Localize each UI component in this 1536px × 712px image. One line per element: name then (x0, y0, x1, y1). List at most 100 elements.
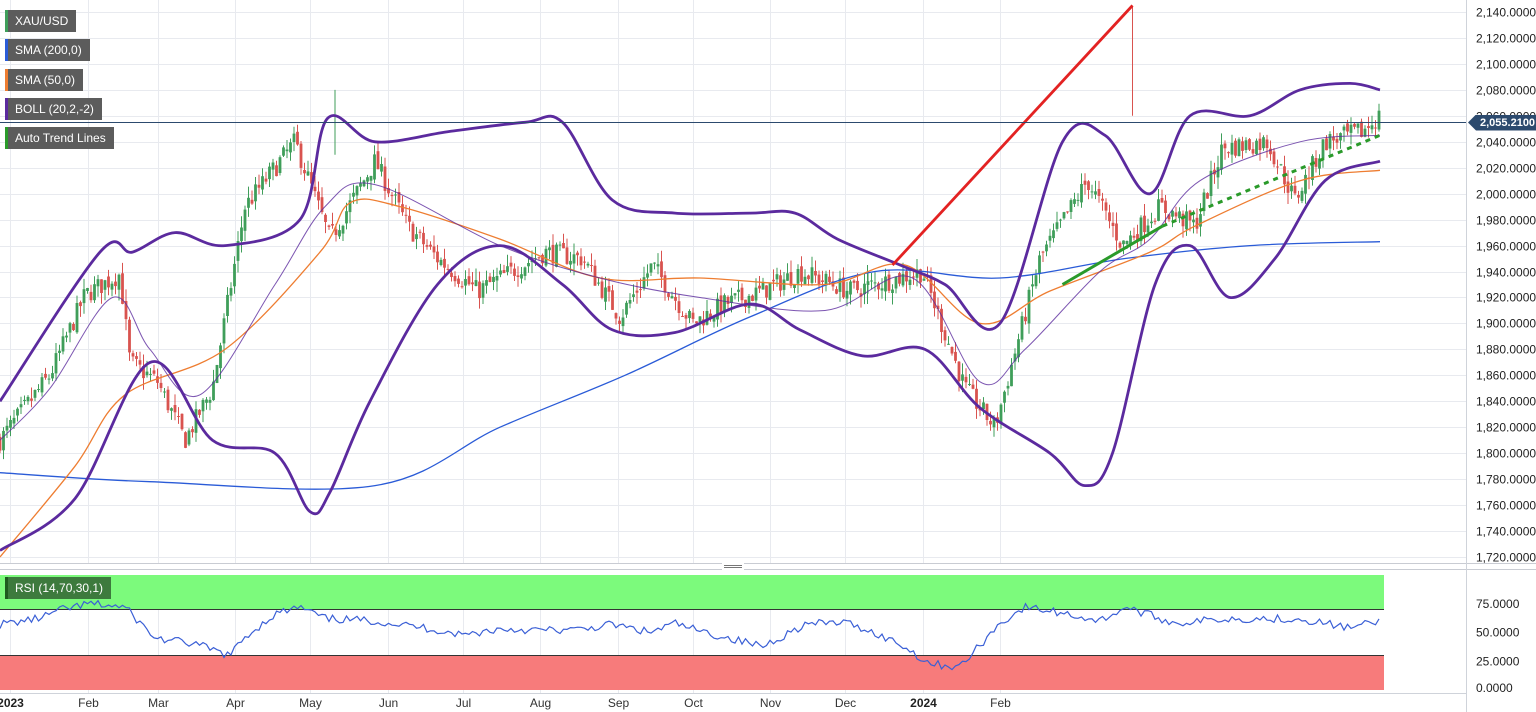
current-price-value: 2,055.2100 (1480, 116, 1536, 129)
candle-body (366, 177, 369, 182)
candle-body (1374, 127, 1377, 129)
candle-body (1094, 191, 1097, 195)
candle-body (485, 280, 488, 286)
panel-resize-handle[interactable] (722, 563, 744, 570)
candle-body (131, 353, 135, 357)
candle-body (691, 312, 695, 319)
candle-body (495, 276, 499, 281)
legend-rsi[interactable]: RSI (14,70,30,1) (5, 577, 112, 599)
candle-body (849, 281, 852, 295)
y-tick-label: 1,820.0000 (1476, 421, 1536, 435)
candle-body (240, 227, 243, 242)
candle-body (579, 256, 583, 266)
candle-body (404, 214, 408, 216)
candle-body (807, 275, 810, 280)
candle-body (1073, 199, 1076, 204)
candle-body (380, 164, 383, 172)
candle-body (250, 199, 254, 204)
candle-body (982, 402, 985, 410)
candle-body (145, 371, 149, 376)
candle-body (1276, 166, 1279, 168)
candle-body (1146, 225, 1150, 233)
candle-body (597, 282, 600, 284)
candle-body (198, 409, 201, 415)
legend-boll-label: BOLL (20,2,-2) (15, 102, 94, 116)
candle-body (75, 303, 79, 333)
candle-body (208, 399, 212, 403)
candle-body (205, 399, 208, 403)
candle-body (1097, 189, 1101, 196)
candle-body (93, 284, 96, 301)
candle-body (999, 404, 1003, 425)
candle-body (572, 254, 576, 264)
candle-body (1139, 217, 1143, 242)
candle-body (761, 282, 765, 290)
candle-body (313, 186, 317, 192)
candle-body (880, 288, 884, 291)
candle-body (1290, 185, 1293, 192)
y-tick-label: 2,000.0000 (1476, 188, 1536, 202)
candle-body (26, 396, 30, 402)
axes: 2,140.0000 2,120.0000 2,100.0000 2,080.0000… (0, 6, 1536, 711)
candle-body (1171, 210, 1174, 217)
candle-body (275, 165, 278, 177)
candle-body (751, 295, 754, 301)
candle-body (457, 278, 460, 284)
y-tick-label: 1,880.0000 (1476, 343, 1536, 357)
legend-symbol[interactable]: XAU/USD (5, 10, 77, 32)
candle-body (1199, 214, 1202, 227)
legend-trend[interactable]: Auto Trend Lines (5, 127, 114, 149)
candle-body (604, 287, 607, 302)
candle-body (1223, 143, 1227, 149)
candle-body (467, 276, 471, 285)
candle-body (1118, 242, 1122, 248)
legend-swatch-boll (5, 98, 8, 120)
candle-body (712, 316, 716, 322)
candle-body (278, 157, 282, 173)
x-tick-label: Oct (684, 696, 703, 710)
candle-body (1143, 215, 1146, 233)
candle-body (1017, 339, 1020, 358)
candle-body (698, 316, 702, 323)
legend-sma50[interactable]: SMA (50,0) (5, 69, 84, 91)
candle-body (1244, 140, 1248, 150)
candle-body (943, 330, 947, 341)
candle-body (961, 374, 964, 381)
candle-body (128, 319, 131, 353)
candle-body (376, 151, 380, 170)
candle-body (859, 293, 863, 297)
candle-body (1209, 170, 1213, 196)
candle-body (397, 192, 401, 203)
candle-body (261, 176, 264, 190)
candle-body (492, 276, 495, 282)
candle-body (754, 287, 758, 301)
legend-sma200[interactable]: SMA (200,0) (5, 39, 90, 61)
candle-body (810, 267, 814, 283)
candle-body (383, 166, 387, 191)
candle-body (509, 262, 513, 267)
candle-body (674, 296, 677, 301)
candle-body (1318, 158, 1321, 169)
rsi-overbought-zone (0, 575, 1384, 610)
legend-boll[interactable]: BOLL (20,2,-2) (5, 98, 102, 120)
candle-body (824, 273, 828, 286)
y-tick-label: 1,840.0000 (1476, 395, 1536, 409)
candle-body (635, 290, 639, 293)
main-plot-area (0, 0, 1466, 563)
candle-body (415, 234, 418, 240)
candle-body (891, 289, 894, 293)
candle-body (737, 289, 740, 292)
candle-body (422, 232, 425, 245)
candle-body (852, 280, 856, 283)
rsi-y-tick-label: 75.0000 (1476, 597, 1520, 611)
candle-body (936, 305, 940, 310)
candle-body (212, 381, 215, 401)
candle-body (863, 283, 866, 295)
candle-body (117, 274, 121, 290)
sma200-line (0, 241, 1381, 490)
candle-body (1153, 220, 1157, 222)
candle-body (103, 280, 107, 290)
candle-body (285, 149, 289, 152)
y-tick-label: 1,760.0000 (1476, 499, 1536, 513)
